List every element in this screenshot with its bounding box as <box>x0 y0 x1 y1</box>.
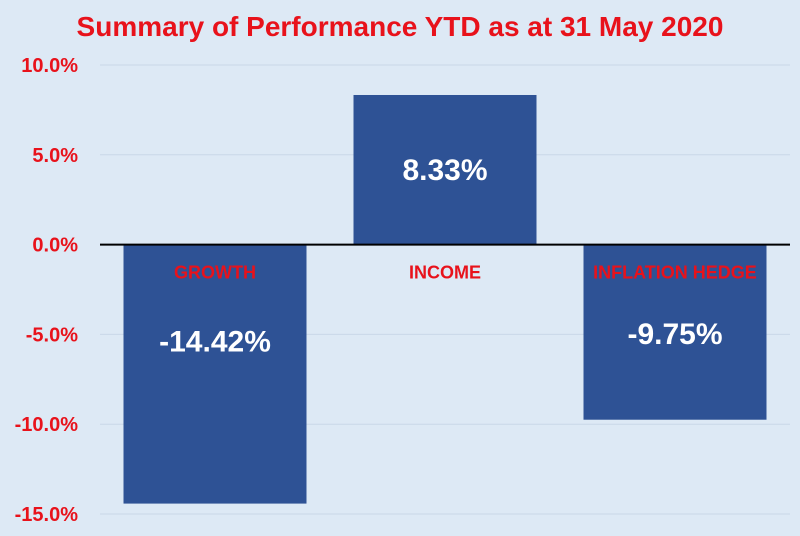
data-label: 8.33% <box>402 154 487 187</box>
y-tick-label: 10.0% <box>21 55 78 77</box>
category-label: GROWTH <box>174 263 256 283</box>
chart-title: Summary of Performance YTD as at 31 May … <box>77 11 724 42</box>
bar-growth <box>123 244 307 504</box>
bar-inflation-hedge <box>583 244 767 420</box>
bars <box>123 94 767 504</box>
y-tick-label: -5.0% <box>26 324 78 346</box>
bar-income <box>353 94 537 245</box>
category-label: INFLATION HEDGE <box>593 263 757 283</box>
data-label: -9.75% <box>627 318 722 351</box>
y-tick-label: -10.0% <box>15 414 79 436</box>
y-tick-label: 5.0% <box>32 145 78 167</box>
y-tick-label: 0.0% <box>32 235 78 257</box>
data-label: -14.42% <box>159 326 271 359</box>
data-labels: -14.42% 8.33% -9.75% <box>159 154 722 359</box>
y-axis-ticks: 10.0% 5.0% 0.0% -5.0% -10.0% -15.0% <box>15 55 79 526</box>
category-labels: GROWTH INCOME INFLATION HEDGE <box>174 263 757 283</box>
y-tick-label: -15.0% <box>15 504 79 526</box>
category-label: INCOME <box>409 263 481 283</box>
